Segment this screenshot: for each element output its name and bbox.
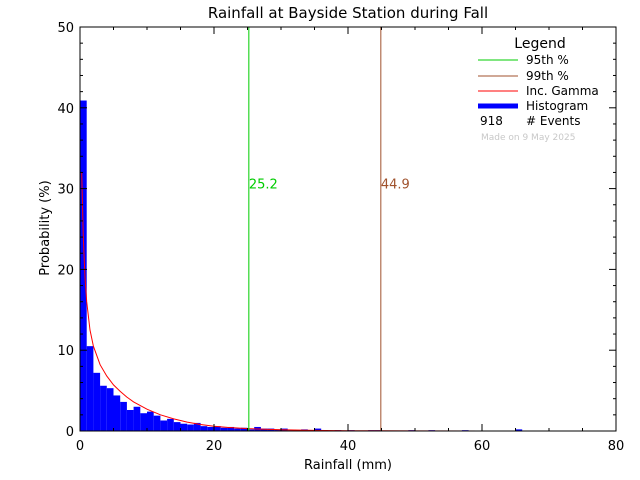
histogram-bar <box>173 422 181 431</box>
histogram-bar <box>100 385 107 431</box>
y-tick-label: 50 <box>57 21 74 36</box>
x-tick-label: 0 <box>76 439 84 454</box>
histogram-bar <box>80 100 87 431</box>
y-tick-label: 30 <box>57 183 74 198</box>
histogram-bar <box>200 426 208 431</box>
x-axis-label: Rainfall (mm) <box>304 458 392 473</box>
y-axis-label: Probability (%) <box>38 180 53 275</box>
y-tick-label: 40 <box>57 102 74 117</box>
axes: 0 20 40 60 80 0 10 20 30 40 50 <box>57 21 624 454</box>
legend-label-99th: 99th % <box>526 69 569 83</box>
histogram-bar <box>153 415 161 431</box>
chart-title: Rainfall at Bayside Station during Fall <box>208 4 488 22</box>
histogram-bar <box>274 429 281 431</box>
histogram-bars <box>80 100 523 431</box>
x-tick-label: 80 <box>608 439 625 454</box>
histogram-bar <box>167 418 174 431</box>
percentile-label-99th: 44.9 <box>381 178 410 193</box>
legend-label-gamma: Inc. Gamma <box>526 84 599 98</box>
histogram-bar <box>214 426 221 431</box>
percentile-lines: 25.2 44.9 <box>248 27 410 431</box>
x-tick-label: 40 <box>340 439 357 454</box>
histogram-bar <box>93 372 101 431</box>
histogram-bar <box>133 406 141 431</box>
y-tick-label: 10 <box>57 344 74 359</box>
histogram-bar <box>247 429 255 431</box>
histogram-bar <box>147 411 154 431</box>
histogram-bar <box>207 426 214 431</box>
histogram-bar <box>140 413 147 431</box>
histogram-bar <box>515 429 523 431</box>
legend-title: Legend <box>514 36 565 52</box>
histogram-bar <box>260 428 268 431</box>
histogram-bar <box>314 428 322 431</box>
histogram-bar <box>193 422 201 431</box>
y-tick-label: 0 <box>66 425 74 440</box>
legend-label-histogram: Histogram <box>526 99 588 113</box>
histogram-bar <box>106 388 114 431</box>
histogram-bar <box>113 395 121 431</box>
legend: Legend 95th % 99th % Inc. Gamma Histogra… <box>478 36 599 143</box>
legend-events-label: # Events <box>526 114 581 128</box>
histogram-bar <box>220 427 228 431</box>
percentile-label-95th: 25.2 <box>249 178 278 193</box>
histogram-bar <box>227 426 235 431</box>
histogram-bar <box>120 401 127 431</box>
histogram-bar <box>86 346 94 431</box>
legend-label-95th: 95th % <box>526 53 569 67</box>
legend-events-count: 918 <box>480 114 503 128</box>
histogram-bar <box>126 409 134 431</box>
made-on-note: Made on 9 May 2025 <box>481 133 575 143</box>
histogram-bar <box>187 424 194 431</box>
histogram-bar <box>234 428 241 431</box>
histogram-bar <box>180 423 188 431</box>
x-tick-label: 60 <box>474 439 491 454</box>
histogram-bar <box>160 420 168 431</box>
gamma-curve-layer <box>81 172 616 432</box>
gamma-curve <box>81 172 616 432</box>
y-tick-label: 20 <box>57 263 74 278</box>
histogram-bar <box>240 427 248 431</box>
x-tick-label: 20 <box>206 439 223 454</box>
